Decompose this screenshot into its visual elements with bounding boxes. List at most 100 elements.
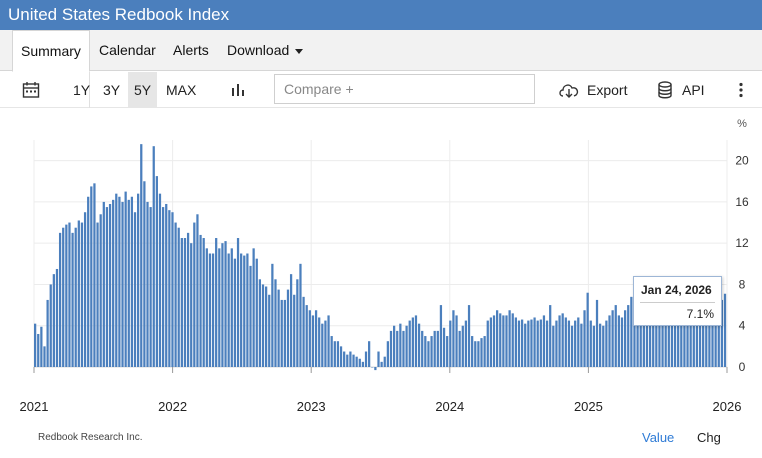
bar[interactable] <box>233 258 237 367</box>
bar[interactable] <box>605 320 608 367</box>
bar[interactable] <box>574 320 577 367</box>
bar[interactable] <box>645 310 649 367</box>
bar[interactable] <box>705 296 708 367</box>
bar[interactable] <box>508 310 511 367</box>
bar[interactable] <box>271 263 274 367</box>
compare-input[interactable] <box>274 74 535 104</box>
bar[interactable] <box>37 333 40 367</box>
bar[interactable] <box>570 325 574 367</box>
tab-alerts[interactable]: Alerts <box>173 42 209 58</box>
bar[interactable] <box>52 274 55 367</box>
bar[interactable] <box>71 232 74 367</box>
bar[interactable] <box>87 196 90 367</box>
cloud-download-icon[interactable] <box>558 81 580 99</box>
bar[interactable] <box>505 315 508 367</box>
bar[interactable] <box>527 320 530 367</box>
bar[interactable] <box>486 320 489 367</box>
bar[interactable] <box>614 305 617 367</box>
bar[interactable] <box>720 299 724 367</box>
bar[interactable] <box>630 296 633 367</box>
bar[interactable] <box>442 327 446 367</box>
bar[interactable] <box>599 323 602 367</box>
bar[interactable] <box>143 181 146 367</box>
bar[interactable] <box>549 305 552 367</box>
bar[interactable] <box>658 294 661 367</box>
bar[interactable] <box>717 296 720 367</box>
bar[interactable] <box>439 305 443 367</box>
bar[interactable] <box>168 210 171 367</box>
bar[interactable] <box>424 336 427 367</box>
bar[interactable] <box>386 341 389 367</box>
bar[interactable] <box>311 315 315 367</box>
bar[interactable] <box>689 294 692 367</box>
range-max-button[interactable]: MAX <box>166 82 197 98</box>
bar[interactable] <box>680 294 683 367</box>
bar[interactable] <box>430 336 433 367</box>
bar[interactable] <box>683 299 686 367</box>
bar[interactable] <box>224 241 227 367</box>
bar[interactable] <box>277 289 280 367</box>
bar[interactable] <box>324 320 327 367</box>
bar[interactable] <box>202 238 205 367</box>
bar[interactable] <box>62 227 65 367</box>
bar[interactable] <box>308 310 311 367</box>
bar[interactable] <box>174 222 177 367</box>
bar[interactable] <box>545 320 549 367</box>
bar[interactable] <box>102 201 105 367</box>
bar[interactable] <box>249 265 252 367</box>
bar[interactable] <box>368 341 371 367</box>
bar[interactable] <box>358 358 361 367</box>
bar[interactable] <box>115 193 118 367</box>
bar[interactable] <box>133 212 137 367</box>
bar[interactable] <box>252 248 255 367</box>
bar[interactable] <box>389 330 393 367</box>
bar[interactable] <box>221 243 224 367</box>
bar[interactable] <box>695 305 699 367</box>
bar[interactable] <box>183 238 187 367</box>
bar[interactable] <box>467 305 471 367</box>
bar-chart-icon[interactable] <box>230 82 246 98</box>
bar[interactable] <box>561 313 564 367</box>
bar[interactable] <box>193 222 196 367</box>
bar[interactable] <box>199 234 202 367</box>
bar[interactable] <box>449 320 452 367</box>
bar[interactable] <box>480 338 483 367</box>
bar[interactable] <box>180 238 183 367</box>
bar[interactable] <box>436 330 439 367</box>
bar[interactable] <box>617 315 620 367</box>
bar[interactable] <box>90 186 93 367</box>
bar[interactable] <box>80 222 84 367</box>
bar[interactable] <box>611 310 614 367</box>
bar[interactable] <box>702 294 705 367</box>
bar[interactable] <box>589 320 592 367</box>
bar[interactable] <box>205 248 208 367</box>
bar[interactable] <box>602 325 605 367</box>
bar[interactable] <box>171 212 174 367</box>
bar[interactable] <box>639 305 642 367</box>
bar[interactable] <box>327 315 330 367</box>
bar[interactable] <box>396 330 399 367</box>
value-toggle[interactable]: Value <box>642 430 675 445</box>
bar[interactable] <box>74 227 77 367</box>
bar[interactable] <box>408 320 411 367</box>
database-icon[interactable] <box>657 81 673 99</box>
bar[interactable] <box>186 232 190 367</box>
bar[interactable] <box>152 146 155 367</box>
bar[interactable] <box>592 325 596 367</box>
bar[interactable] <box>723 293 727 367</box>
calendar-icon[interactable] <box>22 81 40 99</box>
bar[interactable] <box>489 317 493 367</box>
bar[interactable] <box>542 315 546 367</box>
bar[interactable] <box>265 286 268 367</box>
bar[interactable] <box>623 310 627 367</box>
bar[interactable] <box>130 196 134 367</box>
range-5y-button[interactable]: 5Y <box>128 72 158 108</box>
bar[interactable] <box>520 319 524 367</box>
bar[interactable] <box>474 341 477 367</box>
bar[interactable] <box>492 315 496 367</box>
bar[interactable] <box>299 263 302 367</box>
bar[interactable] <box>417 323 421 367</box>
bar[interactable] <box>258 279 262 367</box>
bar[interactable] <box>633 310 636 367</box>
bar[interactable] <box>371 367 374 368</box>
